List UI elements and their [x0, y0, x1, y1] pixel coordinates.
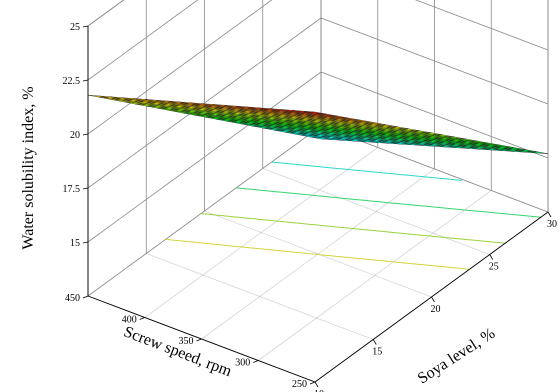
wall-gridline [87, 17, 549, 189]
chart-frame [87, 0, 549, 383]
floor-gridline [87, 125, 322, 297]
z-tick-label: 25 [70, 22, 80, 33]
response-surface [87, 94, 549, 154]
soya-tick-label: 25 [489, 262, 499, 273]
floor-contour [271, 161, 463, 181]
wall-gridline [87, 0, 199, 81]
z-tick-label: 20 [70, 130, 80, 141]
floor-contour [236, 187, 541, 218]
wall-gridline [87, 0, 125, 27]
speed-tick-mark [253, 360, 259, 363]
chart-axes: 15 17.5 20 22.5 25 250 300 350 400 450 10 15 20 25 30 W… [20, 22, 557, 392]
wall-gridline [87, 71, 549, 243]
soya-tick-label: 30 [547, 219, 557, 230]
z-tick-label: 17.5 [63, 184, 81, 195]
soya-tick-label: 10 [314, 389, 324, 392]
z-axis-title: Water solubility index, % [20, 86, 37, 249]
floor-gridline [144, 147, 378, 318]
wall-gridline [87, 0, 549, 135]
floor-gridline [146, 253, 374, 340]
floor-contours [165, 161, 541, 270]
z-tick-mark [82, 79, 89, 82]
z-tick-label: 22.5 [63, 76, 81, 87]
soya-tick-mark [372, 339, 377, 345]
soya-tick-label: 20 [431, 304, 441, 315]
speed-tick-mark [196, 338, 202, 342]
floor-gridline [258, 190, 492, 361]
speed-tick-label: 350 [179, 336, 194, 347]
speed-tick-label: 450 [65, 293, 80, 304]
speed-tick-mark [82, 295, 89, 299]
surface-cell [303, 110, 327, 115]
soya-axis-title: Soya level, % [415, 325, 498, 387]
back-wall-right [320, 0, 549, 213]
speed-tick-mark [139, 317, 145, 320]
z-tick-mark [82, 187, 89, 190]
soya-tick-mark [431, 296, 435, 303]
z-tick-mark [82, 133, 89, 136]
speed-tick-mark [309, 381, 316, 385]
speed-tick-label: 250 [292, 379, 307, 390]
floor-contour [165, 238, 470, 270]
soya-tick-mark [314, 381, 319, 388]
z-tick-mark [82, 25, 89, 28]
soya-tick-mark [489, 254, 494, 260]
floor-contour [200, 213, 506, 244]
speed-axis-title: Screw speed, rpm [121, 323, 234, 380]
soya-tick-mark [547, 211, 552, 218]
z-tick-label: 15 [70, 238, 80, 249]
speed-tick-label: 400 [122, 315, 137, 326]
speed-tick-label: 300 [235, 358, 250, 369]
floor-gridline [262, 168, 490, 255]
soya-tick-label: 15 [372, 347, 382, 358]
z-tick-mark [82, 241, 89, 244]
